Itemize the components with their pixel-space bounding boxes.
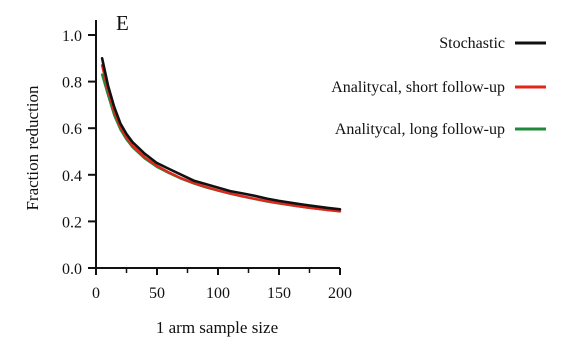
plot-area: 0 50 100 150 200 0.0 0.2 0.4 0.6 0.8 1.0 <box>62 20 352 302</box>
y-tick-label: 0.0 <box>62 261 82 278</box>
legend-label: Analitycal, long follow-up <box>335 121 505 138</box>
y-axis-title: Fraction reduction <box>23 85 42 211</box>
series-line-0 <box>100 56 342 211</box>
panel-label: E <box>116 11 129 35</box>
y-tick-label: 1.0 <box>62 28 82 45</box>
legend-label: Stochastic <box>439 35 505 52</box>
x-tick-label: 50 <box>149 285 165 302</box>
x-tick-label: 0 <box>92 285 100 302</box>
y-tick-label: 0.8 <box>62 75 82 92</box>
y-tick-label: 0.2 <box>62 214 82 231</box>
legend: Stochastic Analitycal, short follow-up Ana… <box>331 35 546 138</box>
series-line-1 <box>100 64 342 213</box>
x-tick-label: 100 <box>206 285 230 302</box>
y-tick-label: 0.6 <box>62 121 82 138</box>
legend-label: Analitycal, short follow-up <box>331 79 505 96</box>
x-tick-label: 200 <box>328 285 352 302</box>
y-tick-label: 0.4 <box>62 168 82 185</box>
x-tick-label: 150 <box>267 285 291 302</box>
x-axis-title: 1 arm sample size <box>156 318 278 337</box>
